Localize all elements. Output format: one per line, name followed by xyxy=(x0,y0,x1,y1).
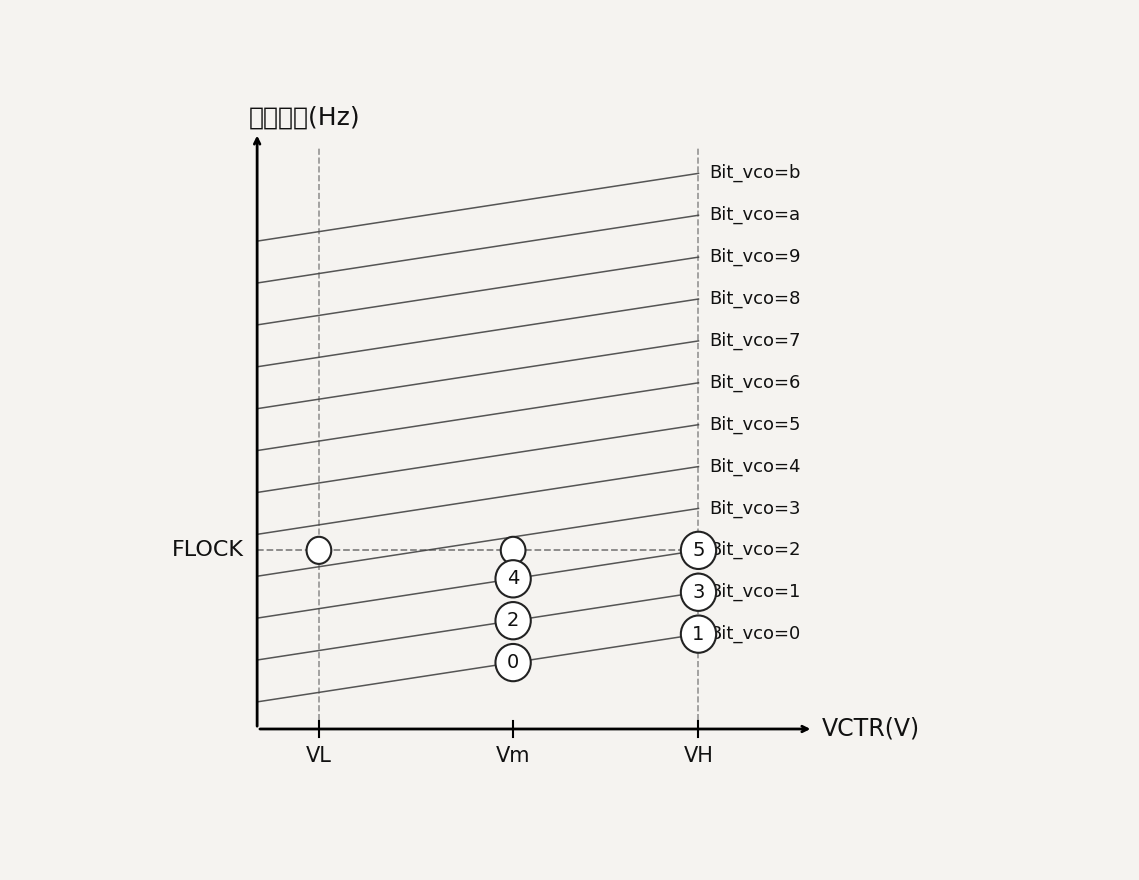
Text: 振荡时钟(Hz): 振荡时钟(Hz) xyxy=(248,106,360,129)
Text: Bit_vco=1: Bit_vco=1 xyxy=(710,583,801,601)
Text: 3: 3 xyxy=(693,583,705,602)
Text: Bit_vco=b: Bit_vco=b xyxy=(710,165,801,182)
Text: Bit_vco=0: Bit_vco=0 xyxy=(710,625,801,643)
Text: VL: VL xyxy=(306,746,331,766)
Ellipse shape xyxy=(495,602,531,640)
Text: Bit_vco=2: Bit_vco=2 xyxy=(710,541,801,560)
Ellipse shape xyxy=(495,561,531,598)
Text: Bit_vco=7: Bit_vco=7 xyxy=(710,332,801,350)
Text: 2: 2 xyxy=(507,612,519,630)
Text: Bit_vco=3: Bit_vco=3 xyxy=(710,499,801,517)
Text: VCTR(V): VCTR(V) xyxy=(822,717,920,741)
Text: Bit_vco=5: Bit_vco=5 xyxy=(710,415,801,434)
Ellipse shape xyxy=(681,532,716,569)
Text: 1: 1 xyxy=(693,625,705,643)
Ellipse shape xyxy=(501,537,525,564)
Text: Bit_vco=8: Bit_vco=8 xyxy=(710,290,801,308)
Text: VH: VH xyxy=(683,746,713,766)
Text: FLOCK: FLOCK xyxy=(172,540,244,561)
Ellipse shape xyxy=(495,644,531,681)
Text: Bit_vco=4: Bit_vco=4 xyxy=(710,458,801,476)
Text: Bit_vco=9: Bit_vco=9 xyxy=(710,248,801,267)
Text: Vm: Vm xyxy=(495,746,531,766)
Text: 4: 4 xyxy=(507,569,519,589)
Text: 0: 0 xyxy=(507,653,519,672)
Text: Bit_vco=6: Bit_vco=6 xyxy=(710,374,801,392)
Ellipse shape xyxy=(306,537,331,564)
Text: Bit_vco=a: Bit_vco=a xyxy=(710,206,801,224)
Ellipse shape xyxy=(681,574,716,611)
Text: 5: 5 xyxy=(693,541,705,560)
Ellipse shape xyxy=(681,615,716,653)
